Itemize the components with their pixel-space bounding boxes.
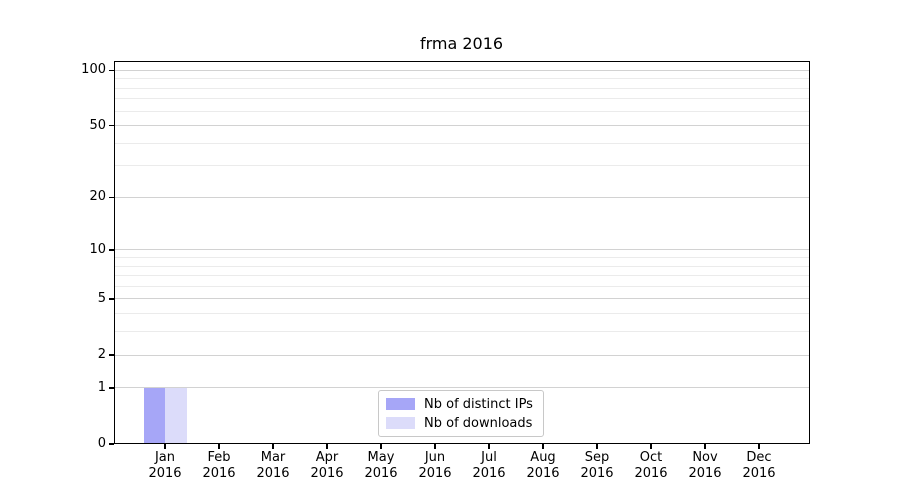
- chart-title: frma 2016: [419, 34, 504, 53]
- x-tick-mark: [218, 444, 220, 449]
- y-tick-label: 0: [97, 436, 106, 451]
- y-tick-label: 10: [89, 241, 106, 257]
- x-tick-mark: [380, 444, 382, 449]
- gridline-major: [115, 354, 809, 356]
- x-tick-label: Oct 2016: [623, 450, 679, 481]
- bar-jan-series0: [143, 387, 165, 444]
- gridline-minor: [115, 87, 809, 89]
- x-tick-mark: [650, 444, 652, 449]
- x-tick-mark: [704, 444, 706, 449]
- x-tick-mark: [434, 444, 436, 449]
- x-tick-mark: [542, 444, 544, 449]
- x-tick-label: Jul 2016: [461, 450, 517, 481]
- legend-swatch-downloads: [385, 416, 415, 430]
- y-tick-label: 2: [97, 347, 106, 363]
- bar-jan-series1: [165, 387, 187, 444]
- x-tick-year: 2016: [310, 465, 344, 481]
- y-tick-mark: [109, 196, 114, 199]
- x-tick-label: Jun 2016: [407, 450, 463, 481]
- x-tick-mark: [758, 444, 760, 449]
- y-tick-label: 50: [89, 117, 106, 133]
- x-tick-month: Apr: [315, 450, 339, 465]
- x-tick-month: Aug: [530, 450, 556, 465]
- gridline-major: [115, 249, 809, 251]
- x-tick-year: 2016: [634, 465, 668, 481]
- gridline-major: [115, 196, 809, 198]
- gridline-major: [115, 69, 809, 71]
- x-tick-label: Feb 2016: [191, 450, 247, 481]
- gridline-minor: [115, 98, 809, 100]
- gridline-major: [115, 387, 809, 389]
- x-tick-year: 2016: [742, 465, 776, 481]
- y-tick-label: 20: [89, 189, 106, 205]
- x-tick-mark: [326, 444, 328, 449]
- x-tick-label: Aug 2016: [515, 450, 571, 481]
- gridline-minor: [115, 142, 809, 144]
- x-tick-mark: [164, 444, 166, 449]
- y-tick-mark: [109, 387, 114, 389]
- x-tick-mark: [488, 444, 490, 449]
- legend-item-distinct-ips: Nb of distinct IPs: [385, 396, 537, 412]
- y-tick-label: 1: [97, 379, 106, 395]
- x-tick-label: Dec 2016: [731, 450, 787, 481]
- x-tick-year: 2016: [202, 465, 236, 481]
- gridline-minor: [115, 165, 809, 167]
- gridline-minor: [115, 78, 809, 80]
- x-tick-label: Sep 2016: [569, 450, 625, 481]
- x-tick-year: 2016: [580, 465, 614, 481]
- x-tick-year: 2016: [148, 465, 182, 481]
- x-tick-month: Jul: [481, 450, 497, 465]
- x-tick-year: 2016: [688, 465, 722, 481]
- legend-item-downloads: Nb of downloads: [385, 415, 537, 431]
- x-tick-month: Dec: [746, 450, 772, 465]
- gridline-minor: [115, 110, 809, 112]
- x-tick-year: 2016: [364, 465, 398, 481]
- x-tick-mark: [596, 444, 598, 449]
- x-tick-year: 2016: [256, 465, 290, 481]
- gridline-major: [115, 298, 809, 300]
- gridline-minor: [115, 257, 809, 259]
- gridline-minor: [115, 331, 809, 333]
- gridline-minor: [115, 313, 809, 315]
- x-tick-label: Jan 2016: [137, 450, 193, 481]
- x-tick-month: Jan: [154, 450, 176, 465]
- x-tick-label: Apr 2016: [299, 450, 355, 481]
- x-tick-month: Jun: [424, 450, 446, 465]
- y-tick-mark: [109, 298, 114, 300]
- y-tick-mark: [109, 124, 114, 127]
- legend: Nb of distinct IPs Nb of downloads: [378, 390, 544, 437]
- x-tick-month: May: [367, 450, 395, 465]
- y-tick-mark: [109, 249, 114, 251]
- x-tick-month: Nov: [692, 450, 718, 465]
- x-tick-label: Mar 2016: [245, 450, 301, 481]
- y-tick-mark: [109, 443, 114, 445]
- x-tick-year: 2016: [472, 465, 506, 481]
- x-tick-mark: [272, 444, 274, 449]
- x-tick-year: 2016: [526, 465, 560, 481]
- gridline-minor: [115, 285, 809, 287]
- y-tick-mark: [109, 69, 114, 72]
- x-tick-month: Sep: [584, 450, 610, 465]
- x-tick-month: Oct: [639, 450, 663, 465]
- legend-swatch-distinct-ips: [385, 397, 415, 411]
- x-tick-month: Mar: [260, 450, 286, 465]
- y-tick-mark: [109, 354, 114, 356]
- x-tick-label: Nov 2016: [677, 450, 733, 481]
- y-tick-label: 5: [97, 290, 106, 306]
- x-tick-label: May 2016: [353, 450, 409, 481]
- legend-label-downloads: Nb of downloads: [424, 415, 533, 431]
- y-tick-label: 100: [81, 62, 106, 78]
- gridline-major: [115, 125, 809, 127]
- gridline-minor: [115, 275, 809, 277]
- x-tick-month: Feb: [207, 450, 231, 465]
- gridline-minor: [115, 265, 809, 267]
- x-tick-year: 2016: [418, 465, 452, 481]
- legend-label-distinct-ips: Nb of distinct IPs: [424, 396, 533, 412]
